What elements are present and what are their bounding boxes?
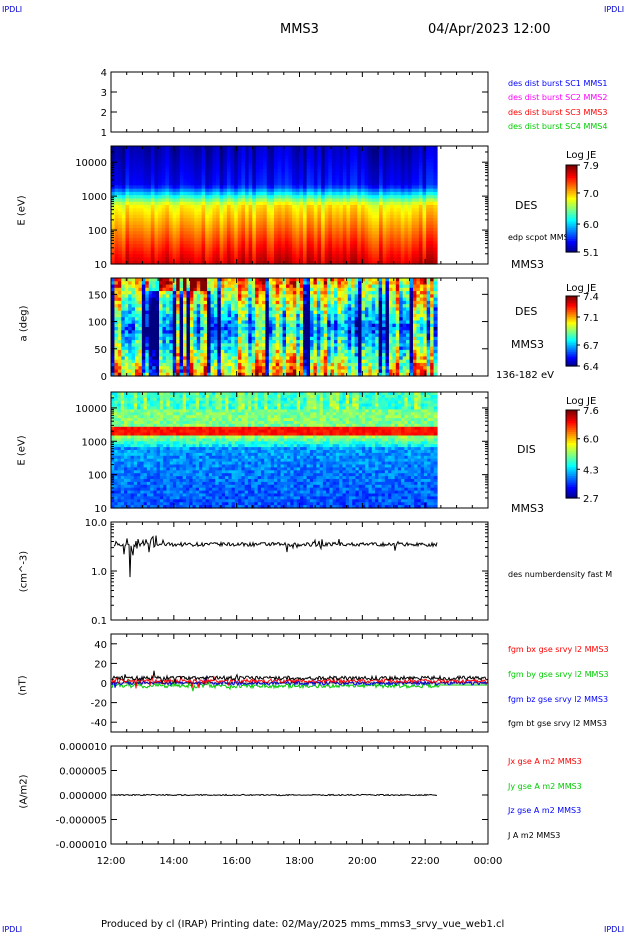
ytick-label-bfield: 40 — [94, 640, 107, 651]
ytick-label-bfield: 20 — [94, 659, 107, 670]
label-edp-scpot: edp scpot MMS3 — [508, 233, 574, 242]
ytick-label-des_pitch: 100 — [88, 318, 107, 329]
colorbar-tick-label: 6.0 — [583, 220, 599, 231]
ytick-label-bfield: 0 — [101, 679, 107, 690]
footer-credit: Produced by cl (IRAP) Printing date: 02/… — [101, 919, 505, 930]
xtick-label: 00:00 — [474, 856, 503, 867]
xtick-label: 14:00 — [159, 856, 188, 867]
density-line — [113, 535, 438, 578]
colorbar-tick-label: 7.4 — [583, 292, 599, 303]
label-dis: DIS — [517, 443, 536, 456]
panel-frame-burst — [110, 71, 489, 133]
ytick-label-des_pitch: 50 — [94, 345, 107, 356]
ytick-label-density: 0.1 — [91, 616, 107, 627]
colorbar-tick-label: 6.7 — [583, 341, 599, 352]
legend-burst-sc4: des dist burst SC4 MMS4 — [508, 122, 608, 131]
ytick-label-des_energy: 100 — [88, 226, 107, 237]
colorbar-tick-label: 2.7 — [583, 494, 599, 505]
xtick-label: 18:00 — [285, 856, 314, 867]
heatmap-dis-energy — [111, 392, 438, 509]
corner-label-top-right: IPDLI — [604, 5, 625, 14]
ytick-label-current: 0.000005 — [59, 767, 107, 778]
corner-label-bottom-left: IPDLI — [2, 925, 23, 934]
ytick-label-current: 0.000000 — [59, 791, 107, 802]
ytick-label-current: -0.000005 — [56, 816, 107, 827]
colorbar-frame — [565, 164, 578, 253]
label-des-1: DES — [515, 199, 538, 212]
panel-frame-density — [110, 521, 489, 621]
colorbar-tick-label: 6.4 — [583, 362, 599, 373]
ytick-label-density: 1.0 — [91, 567, 107, 578]
colorbar-frame — [565, 409, 578, 499]
ytick-label-des_pitch: 150 — [88, 290, 107, 301]
current-line — [113, 793, 438, 797]
label-mms3-1: MMS3 — [511, 258, 544, 271]
spacecraft-title: MMS3 — [280, 22, 319, 37]
ytick-label-dis_energy: 100 — [88, 471, 107, 482]
ytick-label-current: -0.000010 — [56, 840, 107, 851]
ytick-label-burst: 1 — [101, 128, 107, 139]
label-des-2: DES — [515, 305, 538, 318]
colorbar-des_energy — [566, 165, 577, 253]
colorbar-des_pitch — [566, 296, 577, 367]
legend-density: des numberdensity fast M — [508, 570, 613, 579]
legend-jz: Jz gse A m2 MMS3 — [508, 806, 582, 815]
colorbar-tick-label: 7.6 — [583, 406, 599, 417]
colorbar-tick-label: 5.1 — [583, 248, 599, 259]
label-mms3-2: MMS3 — [511, 338, 544, 351]
datetime-title: 04/Apr/2023 12:00 — [428, 22, 551, 37]
colorbar-title-2: Log JE — [566, 283, 597, 294]
legend-jx: Jx gse A m2 MMS3 — [508, 757, 582, 766]
heatmap-des-energy — [111, 146, 438, 265]
legend-bt: fgm bt gse srvy l2 MMS3 — [508, 719, 607, 728]
colorbar-tick-label: 7.9 — [583, 161, 599, 172]
ytick-label-burst: 4 — [101, 68, 107, 79]
ytick-label-bfield: -40 — [91, 718, 107, 729]
ytick-label-dis_energy: 10000 — [75, 404, 107, 415]
legend-by: fgm by gse srvy l2 MMS3 — [508, 670, 609, 679]
ytick-label-bfield: -20 — [91, 699, 107, 710]
legend-jy: Jy gse A m2 MMS3 — [508, 782, 582, 791]
legend-bx: fgm bx gse srvy l2 MMS3 — [508, 645, 609, 654]
ytick-label-current: 0.000010 — [59, 742, 107, 753]
corner-label-top-left: IPDLI — [2, 5, 23, 14]
bfield-line-1 — [111, 678, 488, 692]
label-energy-band: 136-182 eV — [496, 370, 554, 381]
corner-label-bottom-right: IPDLI — [604, 925, 625, 934]
xtick-label: 12:00 — [97, 856, 126, 867]
ytick-label-des_pitch: 0 — [101, 372, 107, 383]
colorbar-tick-label: 4.3 — [583, 465, 599, 476]
heatmap-des-pitch — [111, 278, 438, 377]
ytick-label-des_energy: 10 — [94, 260, 107, 271]
ytick-label-density: 10.0 — [85, 518, 107, 529]
colorbar-tick-label: 6.0 — [583, 435, 599, 446]
legend-bz: fgm bz gse srvy l2 MMS3 — [508, 695, 609, 704]
ytick-label-des_energy: 1000 — [82, 192, 107, 203]
bfield-line-3 — [111, 670, 489, 685]
colorbar-title-3: Log JE — [566, 396, 597, 407]
legend-burst-sc3: des dist burst SC3 MMS3 — [508, 108, 608, 117]
colorbar-title-1: Log JE — [566, 150, 597, 161]
colorbar-tick-label: 7.1 — [583, 313, 599, 324]
legend-burst-sc2: des dist burst SC2 MMS2 — [508, 93, 608, 102]
legend-j: J A m2 MMS3 — [508, 831, 561, 840]
xtick-label: 22:00 — [411, 856, 440, 867]
colorbar-frame — [565, 295, 578, 367]
colorbar-dis_energy — [566, 410, 577, 499]
ytick-label-dis_energy: 1000 — [82, 437, 107, 448]
label-mms3-3: MMS3 — [511, 502, 544, 515]
ytick-label-burst: 3 — [101, 88, 107, 99]
ytick-label-des_energy: 10000 — [75, 158, 107, 169]
ytick-label-burst: 2 — [101, 108, 107, 119]
xtick-label: 20:00 — [348, 856, 377, 867]
ytick-label-dis_energy: 10 — [94, 504, 107, 515]
xtick-label: 16:00 — [222, 856, 251, 867]
legend-burst-sc1: des dist burst SC1 MMS1 — [508, 79, 608, 88]
colorbar-tick-label: 7.0 — [583, 189, 599, 200]
